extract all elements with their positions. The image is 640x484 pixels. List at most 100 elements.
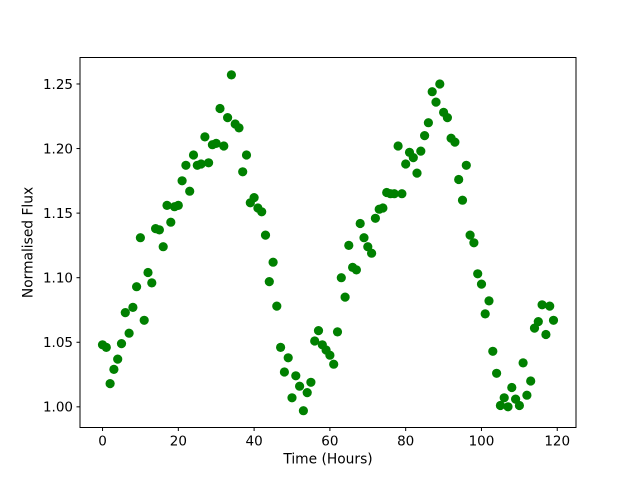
data-point xyxy=(442,113,452,123)
data-point xyxy=(423,118,433,128)
data-point xyxy=(344,240,354,250)
data-point xyxy=(514,400,525,411)
data-point xyxy=(135,233,145,243)
data-point xyxy=(249,193,259,203)
x-tick-label: 20 xyxy=(170,434,187,450)
data-point xyxy=(431,97,441,107)
data-point xyxy=(132,282,142,292)
data-point xyxy=(336,273,346,283)
y-tick-label: 1.10 xyxy=(43,270,73,286)
data-point xyxy=(154,225,164,235)
data-point xyxy=(128,302,138,312)
data-point xyxy=(503,402,513,412)
data-point xyxy=(389,189,399,199)
data-point xyxy=(234,123,244,133)
data-point xyxy=(120,308,130,318)
x-tick-label: 80 xyxy=(397,434,414,450)
y-axis-label: Normalised Flux xyxy=(21,187,37,298)
data-point xyxy=(370,213,380,223)
x-tick-label: 120 xyxy=(544,434,570,450)
data-point xyxy=(211,138,221,148)
data-point xyxy=(241,150,252,160)
data-point xyxy=(116,339,127,349)
data-point xyxy=(416,146,426,156)
data-point xyxy=(306,377,316,387)
data-point xyxy=(185,186,195,196)
data-point xyxy=(401,159,411,169)
data-point xyxy=(412,168,422,178)
data-point xyxy=(522,390,532,400)
data-point xyxy=(268,257,278,267)
data-point xyxy=(495,400,505,411)
data-point xyxy=(533,317,543,327)
data-point xyxy=(461,160,471,170)
data-point xyxy=(147,278,157,288)
data-point xyxy=(473,269,483,279)
data-point xyxy=(226,70,236,80)
data-point xyxy=(200,132,210,142)
data-point xyxy=(545,301,555,311)
x-tick-label: 40 xyxy=(246,434,263,450)
data-point xyxy=(196,159,206,169)
data-point xyxy=(355,218,365,229)
data-point xyxy=(283,353,293,363)
y-tick-label: 1.05 xyxy=(43,335,73,351)
data-point xyxy=(158,242,168,252)
data-point xyxy=(279,367,289,377)
data-point xyxy=(223,113,233,123)
data-point xyxy=(393,141,403,151)
data-point xyxy=(427,87,437,97)
data-point xyxy=(526,376,536,386)
data-point xyxy=(215,103,225,114)
data-point xyxy=(537,300,547,310)
x-axis-label: Time (Hours) xyxy=(282,452,372,468)
data-point xyxy=(541,329,551,340)
data-point xyxy=(287,393,297,403)
data-point xyxy=(329,359,339,369)
data-point xyxy=(492,368,502,378)
data-point xyxy=(113,354,123,364)
x-tick-label: 100 xyxy=(469,434,495,450)
data-point xyxy=(397,189,407,199)
data-point xyxy=(139,315,149,325)
data-point xyxy=(332,327,343,337)
data-point xyxy=(219,141,229,151)
data-point xyxy=(359,233,369,243)
data-point xyxy=(295,381,305,391)
data-point xyxy=(188,150,199,160)
y-tick-label: 1.00 xyxy=(43,400,73,416)
data-point xyxy=(181,160,191,170)
data-point xyxy=(310,336,320,346)
data-point xyxy=(367,248,377,258)
ticks-layer: 0 20 40 60 80 100 120 1.00 1.05 1.10 1.15 1.20 1.25 xyxy=(43,77,570,450)
data-point xyxy=(435,79,445,89)
data-point xyxy=(507,382,517,393)
data-point xyxy=(260,230,271,240)
data-point xyxy=(351,265,361,275)
data-point xyxy=(302,388,312,398)
data-point xyxy=(518,358,528,368)
data-point xyxy=(204,158,214,168)
data-points-layer xyxy=(97,70,559,416)
data-point xyxy=(313,326,324,336)
data-point xyxy=(325,350,335,360)
data-point xyxy=(457,195,468,205)
data-point xyxy=(291,371,301,381)
data-point xyxy=(257,207,267,217)
data-point xyxy=(420,131,430,141)
data-point xyxy=(264,277,274,287)
data-point xyxy=(450,137,460,147)
data-point xyxy=(488,346,498,356)
y-tick-label: 1.15 xyxy=(43,206,73,222)
data-point xyxy=(378,203,388,213)
data-point xyxy=(484,296,494,306)
data-point xyxy=(476,279,487,289)
data-point xyxy=(143,267,153,278)
data-point xyxy=(272,301,282,311)
x-tick-label: 0 xyxy=(98,434,107,450)
data-point xyxy=(548,315,559,325)
data-point xyxy=(465,230,475,240)
